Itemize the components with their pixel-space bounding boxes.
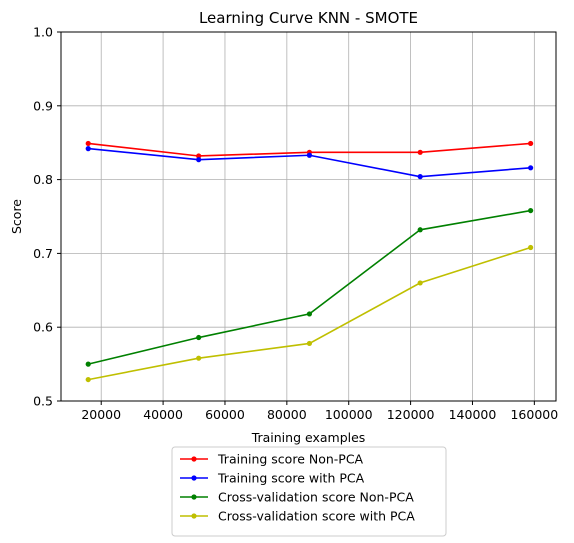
y-tick-label: 0.6 xyxy=(33,320,53,335)
legend-swatch-marker xyxy=(191,475,197,481)
legend-item: Training score with PCA xyxy=(180,471,365,486)
legend-label: Training score Non-PCA xyxy=(217,452,364,467)
y-tick-label: 0.8 xyxy=(33,172,53,187)
x-axis-label: Training examples xyxy=(251,430,366,445)
x-axis-ticks: 20000 40000 60000 80000 100000 120000 140000 16… xyxy=(81,401,558,422)
data-point xyxy=(85,140,91,147)
y-tick-label: 0.9 xyxy=(33,98,53,113)
legend-item: Cross-validation score with PCA xyxy=(180,509,415,524)
plot-frame xyxy=(60,31,557,402)
y-tick-label: 0.7 xyxy=(33,246,53,261)
legend-swatch-marker xyxy=(191,513,197,519)
data-point xyxy=(306,340,313,347)
y-axis-ticks: 0.5 0.6 0.7 0.8 0.9 1.0 xyxy=(33,25,61,409)
legend-swatch-marker xyxy=(191,456,197,462)
y-tick-label: 1.0 xyxy=(33,25,53,40)
y-axis-label: Score xyxy=(9,199,24,234)
legend-label: Cross-validation score with PCA xyxy=(218,509,415,524)
data-point xyxy=(417,280,423,286)
legend-box xyxy=(171,446,447,537)
data-point xyxy=(528,140,534,147)
data-point xyxy=(528,165,534,171)
x-tick-label: 40000 xyxy=(143,407,183,422)
data-point xyxy=(306,152,313,158)
data-point xyxy=(196,157,202,163)
legend: Training score Non-PCA Training score wit… xyxy=(171,446,447,537)
data-point xyxy=(417,149,423,155)
series-0 xyxy=(85,140,534,159)
legend-label: Cross-validation score Non-PCA xyxy=(218,490,414,505)
legend-item: Cross-validation score Non-PCA xyxy=(180,490,414,505)
x-tick-label: 20000 xyxy=(81,407,121,422)
data-point xyxy=(528,244,534,251)
series-2 xyxy=(85,207,534,367)
series-layer xyxy=(85,140,534,383)
data-point xyxy=(196,153,202,159)
data-point xyxy=(85,361,91,367)
y-tick-label: 0.5 xyxy=(33,394,53,409)
data-point xyxy=(196,334,202,341)
legend-swatch-marker xyxy=(191,494,197,500)
data-point xyxy=(528,207,534,214)
x-tick-label: 120000 xyxy=(387,407,435,422)
x-tick-label: 60000 xyxy=(205,407,245,422)
data-point xyxy=(85,376,91,383)
x-tick-label: 80000 xyxy=(267,407,307,422)
x-tick-label: 160000 xyxy=(510,407,558,422)
data-point xyxy=(306,311,313,317)
x-tick-label: 140000 xyxy=(449,407,497,422)
x-tick-label: 100000 xyxy=(325,407,373,422)
chart-title: Learning Curve KNN - SMOTE xyxy=(199,9,418,27)
legend-label: Training score with PCA xyxy=(217,471,365,486)
data-point xyxy=(417,174,423,180)
legend-item: Training score Non-PCA xyxy=(180,452,364,467)
series-1 xyxy=(85,146,534,180)
data-point xyxy=(196,355,202,361)
data-point xyxy=(417,227,423,233)
data-point xyxy=(85,146,91,152)
series-3 xyxy=(85,244,534,383)
